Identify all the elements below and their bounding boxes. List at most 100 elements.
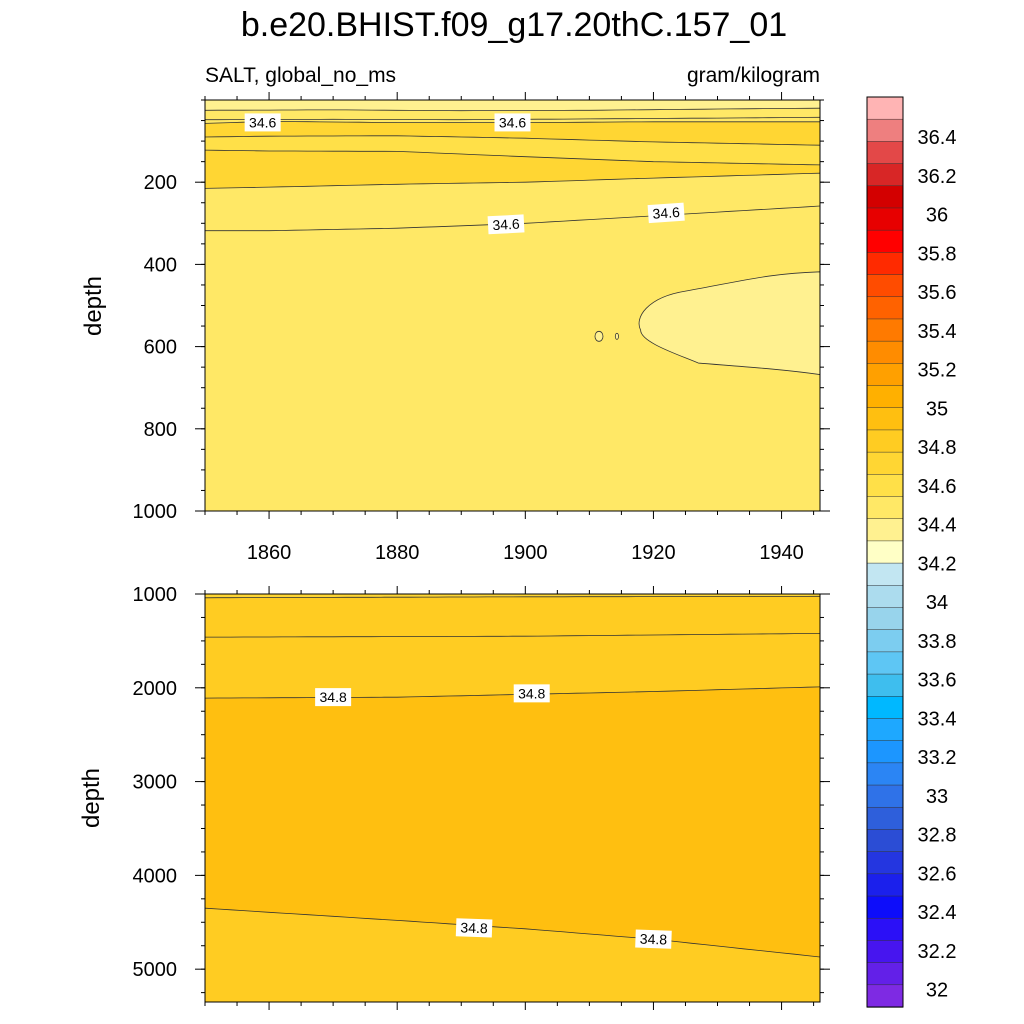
colorbar-swatch	[866, 740, 904, 764]
colorbar-label: 33.4	[918, 708, 957, 730]
colorbar-label: 33	[926, 786, 948, 808]
contour-label-box	[494, 113, 531, 132]
colorbar-label: 34.4	[918, 515, 957, 537]
x-tick-label: 1860	[247, 542, 292, 564]
contour-label-box	[315, 688, 352, 707]
lower-depth-axis-label: depth	[78, 768, 105, 828]
contour-label-text: 34.8	[320, 689, 347, 705]
y-tick-label: 4000	[133, 865, 178, 887]
colorbar-label: 33.6	[918, 670, 957, 692]
y-tick-label: 600	[144, 337, 177, 359]
contour-label-text: 34.6	[492, 216, 520, 233]
colorbar-label: 35.8	[918, 243, 957, 265]
contour-label-text: 34.6	[499, 114, 526, 130]
fresh-water-region	[638, 271, 821, 376]
fill-band	[205, 206, 820, 511]
contour-label-text: 34.6	[249, 114, 276, 130]
colorbar-swatch	[866, 540, 904, 564]
contour-label: 34.6	[647, 202, 685, 224]
colorbar-swatch	[866, 673, 904, 697]
colorbar-label: 35.4	[918, 321, 957, 343]
contour-label-box	[244, 113, 281, 132]
colorbar-label: 32.6	[918, 863, 957, 885]
fresh-water-patch	[594, 330, 604, 342]
y-tick-label: 1000	[133, 584, 178, 606]
contour-label: 34.6	[494, 113, 531, 132]
variable-label: SALT, global_no_ms	[205, 64, 396, 87]
contour-line	[204, 107, 821, 112]
upper-plot-frame	[204, 99, 821, 512]
colorbar-swatch	[866, 96, 904, 120]
colorbar-swatch	[866, 762, 904, 786]
colorbar-swatch	[866, 806, 904, 831]
colorbar-swatch	[866, 118, 904, 143]
colorbar-swatch	[866, 940, 904, 964]
contour-line	[204, 907, 821, 958]
colorbar-label: 36.2	[918, 166, 957, 188]
colorbar-label: 33.8	[918, 631, 957, 653]
y-tick-label: 800	[144, 419, 177, 441]
colorbar-swatch	[866, 585, 904, 609]
contour-label: 34.6	[487, 214, 525, 235]
colorbar-swatch	[866, 229, 904, 254]
colorbar-swatch	[866, 163, 904, 187]
colorbar-swatch	[866, 651, 904, 675]
lower-fill-regions	[205, 594, 820, 1002]
colorbar-label: 36.4	[918, 127, 957, 149]
contour-line	[204, 595, 821, 599]
colorbar-label: 33.2	[918, 747, 957, 769]
upper-contour-labels: 34.6 34.6 34.6 34.6	[244, 113, 685, 235]
lower-contour-lines	[204, 595, 821, 958]
colorbar-swatch	[866, 429, 904, 453]
upper-panel: SALT, global_no_ms gram/kilogram 1860 188…	[80, 64, 830, 564]
colorbar-swatch	[866, 274, 904, 298]
y-tick-label: 200	[144, 172, 177, 194]
colorbar-swatch	[866, 607, 904, 631]
figure-title: b.e20.BHIST.f09_g17.20thC.157_01	[241, 6, 787, 44]
colorbar-swatch	[866, 562, 904, 586]
contour-label: 34.8	[315, 688, 352, 707]
contour-label-box	[455, 918, 493, 938]
colorbar-label: 34	[926, 592, 948, 614]
contour-label-text: 34.8	[460, 919, 488, 936]
colorbar-label: 34.8	[918, 437, 957, 459]
colorbar-swatch	[866, 917, 904, 942]
contour-line	[204, 686, 821, 699]
contour-label-box	[487, 214, 525, 235]
colorbar-label: 35.2	[918, 360, 957, 382]
colorbar-swatch	[866, 629, 904, 653]
contour-label-box	[635, 929, 672, 949]
colorbar-swatch	[866, 185, 904, 209]
contour-label: 34.8	[455, 918, 493, 938]
colorbar-swatch	[866, 141, 904, 165]
colorbar-label: 35	[926, 398, 948, 420]
colorbar-swatch	[866, 829, 904, 853]
contour-label: 34.8	[635, 929, 672, 949]
colorbar-swatch	[866, 407, 904, 431]
x-tick-label: 1900	[503, 542, 548, 564]
contour-label-box	[647, 202, 685, 224]
colorbar-swatch	[866, 696, 904, 720]
colorbar-swatch	[866, 252, 904, 276]
contour-label: 34.6	[244, 113, 281, 132]
x-tick-label: 1920	[631, 542, 676, 564]
colorbar-label: 35.6	[918, 282, 957, 304]
contour-label: 34.8	[513, 684, 550, 703]
y-tick-label: 400	[144, 254, 177, 276]
y-tick-label: 2000	[133, 678, 178, 700]
colorbar-swatch	[866, 873, 904, 897]
colorbar-swatch	[866, 518, 904, 542]
y-tick-label: 1000	[133, 501, 178, 523]
lower-axis-ticks: 1000 2000 3000 4000 5000	[133, 584, 830, 1010]
colorbar-label: 34.6	[918, 476, 957, 498]
x-tick-label: 1880	[375, 542, 420, 564]
lower-contour-labels: 34.8 34.8 34.8 34.8	[315, 684, 672, 949]
contour-label-text: 34.6	[652, 204, 681, 222]
colorbar-swatch	[866, 296, 904, 320]
colorbar-swatch	[866, 451, 904, 475]
colorbar-swatch	[866, 895, 904, 919]
colorbar-swatch	[866, 318, 904, 342]
x-tick-label: 1940	[759, 542, 804, 564]
contour-label-text: 34.8	[640, 931, 668, 948]
